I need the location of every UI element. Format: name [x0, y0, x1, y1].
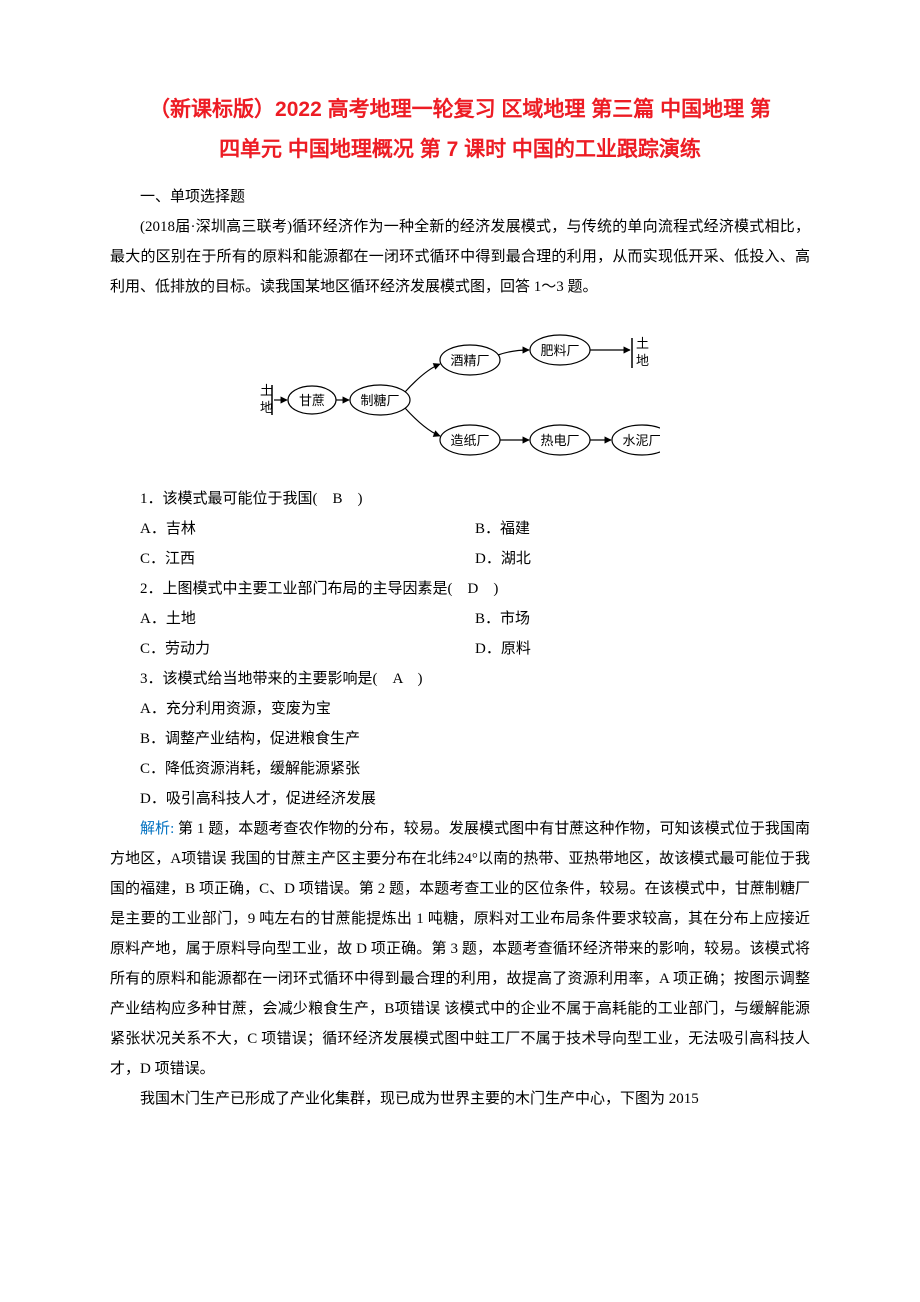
- q2-opt-b: B．市场: [475, 604, 810, 634]
- q2-opt-a: A．土地: [140, 604, 475, 634]
- q1-options-row2: C．江西 D．湖北: [110, 544, 810, 574]
- question-1: 1．该模式最可能位于我国( B ): [110, 484, 810, 514]
- question-2: 2．上图模式中主要工业部门布局的主导因素是( D ): [110, 574, 810, 604]
- q2-opt-d: D．原料: [475, 634, 810, 664]
- q1-opt-a: A．吉林: [140, 514, 475, 544]
- q1-opt-d: D．湖北: [475, 544, 810, 574]
- node-ganzhe: 甘蔗: [299, 393, 325, 408]
- q3-opt-c: C．降低资源消耗，缓解能源紧张: [110, 754, 810, 784]
- arrow-zhitang-jiujing: [405, 364, 440, 392]
- node-feiliao: 肥料厂: [540, 343, 579, 358]
- node-redian: 热电厂: [540, 433, 579, 448]
- title-line2: 四单元 中国地理概况 第 7 课时 中国的工业跟踪演练: [219, 138, 701, 161]
- circular-economy-diagram: 土 地 甘蔗 制糖厂 酒精厂 造纸厂 肥料厂 热电厂: [110, 320, 810, 470]
- node-tudi-left-top: 土: [260, 383, 273, 398]
- node-tudi-right-bot: 地: [636, 353, 649, 368]
- trailing-paragraph: 我国木门生产已形成了产业化集群，现已成为世界主要的木门生产中心，下图为 2015: [110, 1084, 810, 1114]
- question-3: 3．该模式给当地带来的主要影响是( A ): [110, 664, 810, 694]
- node-shuini: 水泥厂: [622, 433, 660, 448]
- doc-title: （新课标版）2022 高考地理一轮复习 区域地理 第三篇 中国地理 第 四单元 …: [110, 90, 810, 170]
- arrow-jiujing-feiliao: [498, 350, 529, 355]
- q1-options-row1: A．吉林 B．福建: [110, 514, 810, 544]
- section-heading: 一、单项选择题: [110, 182, 810, 212]
- explanation: 解析: 第 1 题，本题考查农作物的分布，较易。发展模式图中有甘蔗这种作物，可知…: [110, 814, 810, 1084]
- q2-opt-c: C．劳动力: [140, 634, 475, 664]
- title-line1: （新课标版）2022 高考地理一轮复习 区域地理 第三篇 中国地理 第: [149, 98, 771, 121]
- q2-options-row2: C．劳动力 D．原料: [110, 634, 810, 664]
- arrow-zhitang-zaozhi: [405, 408, 440, 436]
- q3-opt-d: D．吸引高科技人才，促进经济发展: [110, 784, 810, 814]
- explain-body: 第 1 题，本题考查农作物的分布，较易。发展模式图中有甘蔗这种作物，可知该模式位…: [110, 821, 810, 1077]
- q2-options-row1: A．土地 B．市场: [110, 604, 810, 634]
- node-zhitang: 制糖厂: [360, 393, 399, 408]
- intro-paragraph: (2018届·深圳高三联考)循环经济作为一种全新的经济发展模式，与传统的单向流程…: [110, 212, 810, 302]
- node-tudi-left-bot: 地: [260, 400, 273, 415]
- q3-opt-a: A．充分利用资源，变废为宝: [110, 694, 810, 724]
- q3-opt-b: B．调整产业结构，促进粮食生产: [110, 724, 810, 754]
- q1-opt-b: B．福建: [475, 514, 810, 544]
- explain-label: 解析:: [140, 821, 174, 837]
- node-jiujing: 酒精厂: [450, 353, 489, 368]
- node-zaozhi: 造纸厂: [450, 433, 489, 448]
- node-tudi-right-top: 土: [636, 336, 649, 351]
- q1-opt-c: C．江西: [140, 544, 475, 574]
